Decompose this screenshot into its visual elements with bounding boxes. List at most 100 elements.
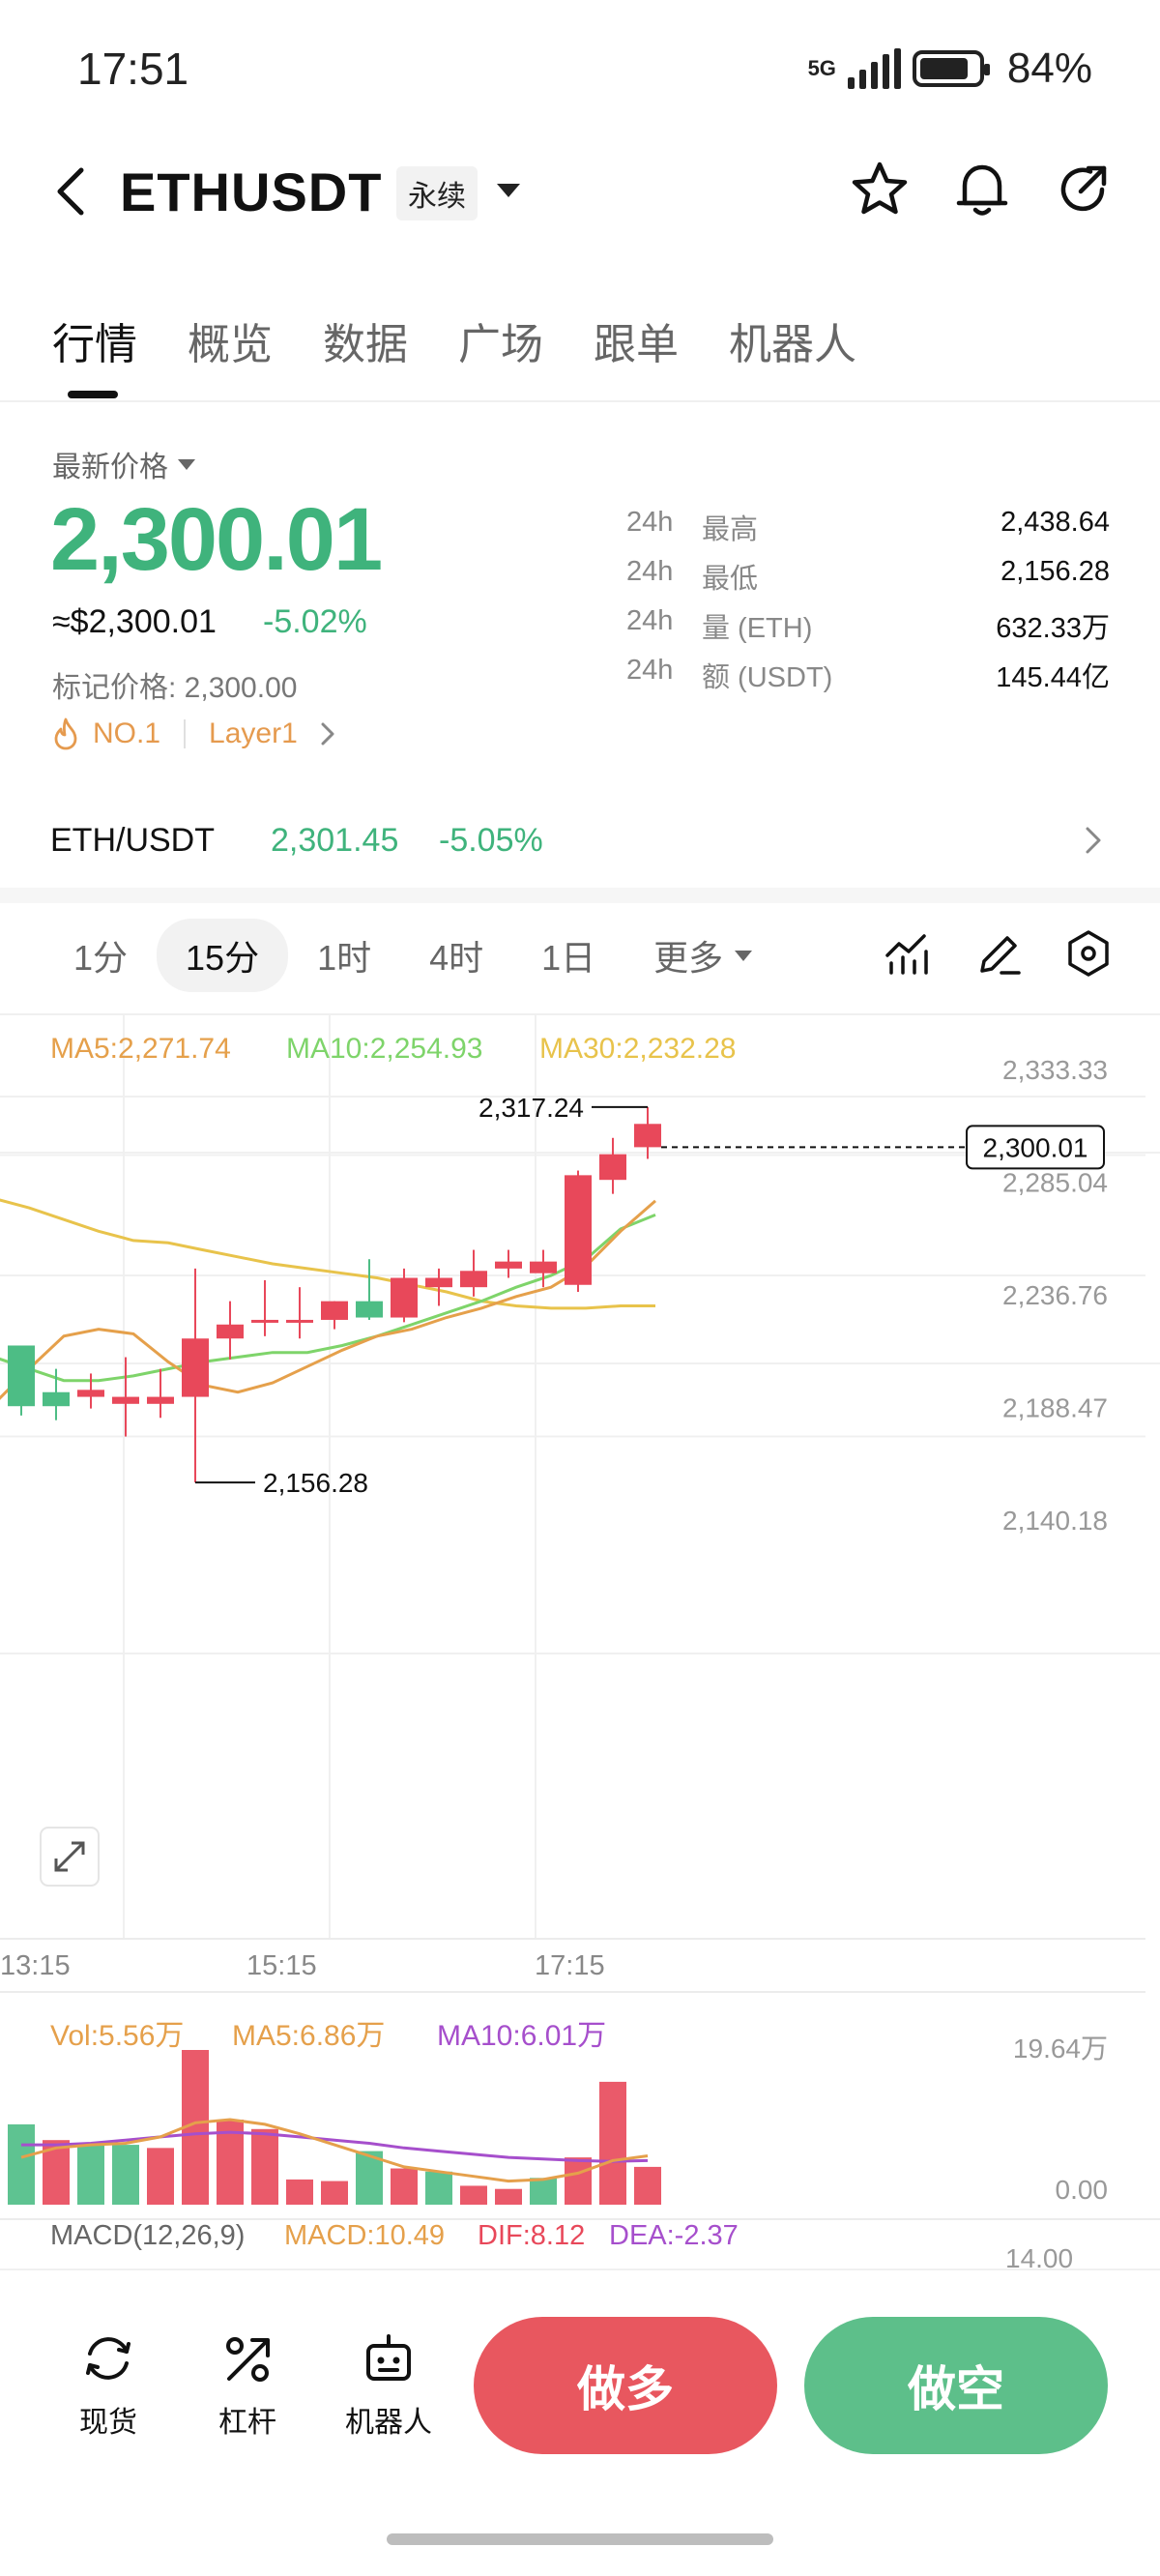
candle	[391, 1268, 418, 1323]
signal-icon	[847, 48, 901, 89]
mark-price: 标记价格: 2,300.00	[52, 672, 298, 704]
stat-label: 最高	[702, 514, 759, 545]
stat-period: 24h	[626, 556, 674, 587]
volume-bar	[286, 2179, 313, 2205]
volume-bar	[495, 2188, 522, 2205]
volume-ma5-value: MA5:6.86万	[232, 2020, 386, 2052]
candle	[599, 1137, 626, 1194]
candle-body	[43, 1391, 70, 1407]
macd-axis-label: 14.00	[1005, 2243, 1074, 2273]
volume-bar	[147, 2148, 174, 2205]
interval-1d[interactable]: 1日	[541, 938, 596, 978]
chevron-right-icon	[321, 722, 334, 746]
candle	[43, 1368, 70, 1420]
nav-margin-label: 杠杆	[218, 2407, 276, 2439]
candle	[460, 1249, 487, 1297]
volume-bar	[112, 2145, 139, 2205]
tab-bot[interactable]: 机器人	[729, 321, 856, 368]
tag-row[interactable]: NO.1 Layer1	[52, 717, 336, 750]
candle-body	[251, 1319, 278, 1323]
stat-label: 量 (ETH)	[702, 613, 813, 644]
nav-margin[interactable]: 杠杆	[189, 2328, 305, 2441]
active-tab-indicator	[68, 391, 118, 398]
open-long-button[interactable]: 做多	[474, 2317, 777, 2454]
candle	[356, 1259, 383, 1320]
ma10-line	[0, 1214, 656, 1383]
volume-bar	[530, 2178, 557, 2205]
battery-icon	[912, 50, 990, 87]
stat-period: 24h	[626, 605, 674, 636]
stat-period: 24h	[626, 655, 674, 686]
tab-data[interactable]: 数据	[323, 321, 408, 368]
stat-period: 24h	[626, 507, 674, 538]
candle-body	[460, 1271, 487, 1288]
interval-more[interactable]: 更多	[624, 919, 781, 992]
candle	[286, 1287, 313, 1339]
favorite-star-icon[interactable]	[849, 159, 911, 220]
volume-bar	[77, 2143, 104, 2205]
latest-price-selector[interactable]: 最新价格	[52, 443, 195, 485]
draw-pencil-icon[interactable]	[972, 926, 1027, 981]
candle-body	[356, 1301, 383, 1318]
share-icon[interactable]	[1052, 159, 1114, 220]
candle	[8, 1345, 35, 1416]
nav-spot[interactable]: 现货	[50, 2328, 166, 2441]
expand-icon[interactable]	[40, 1827, 100, 1887]
candle	[217, 1301, 244, 1360]
volume-bar	[321, 2181, 348, 2205]
open-short-button[interactable]: 做空	[804, 2317, 1108, 2454]
kline-chart[interactable]: 2,317.24 2,156.28 2,300.01 2,333.33 2,285.0…	[0, 1015, 1160, 2272]
divider	[0, 1013, 1160, 1015]
volume-bar	[251, 2128, 278, 2205]
main-tabs: 行情 概览 数据 广场 跟单 机器人	[52, 309, 856, 371]
candle-body	[77, 1390, 104, 1397]
margin-leverage-icon	[226, 2337, 270, 2382]
stat-24h-low: 24h 最低 2,156.28	[626, 556, 1110, 597]
price-axis-label: 2,285.04	[1002, 1168, 1108, 1198]
candle	[77, 1373, 104, 1409]
volume-axis-zero: 0.00	[1056, 2175, 1109, 2205]
settings-icon[interactable]	[1061, 926, 1116, 981]
candle	[425, 1268, 452, 1306]
nav-bot-label: 机器人	[345, 2407, 432, 2439]
interval-1h[interactable]: 1时	[317, 938, 372, 978]
candle	[321, 1301, 348, 1330]
nav-bot[interactable]: 机器人	[331, 2328, 447, 2441]
price-change-percent: -5.02%	[263, 603, 367, 640]
candle-body	[425, 1277, 452, 1288]
contract-type-badge[interactable]: 永续	[396, 166, 478, 220]
stat-24h-turnover: 24h 额 (USDT) 145.44亿	[626, 655, 1110, 695]
back-icon[interactable]	[48, 164, 97, 219]
candle	[112, 1357, 139, 1437]
candle-body	[321, 1301, 348, 1320]
section-divider	[0, 888, 1160, 903]
robot-icon	[366, 2334, 411, 2381]
interval-1m[interactable]: 1分	[73, 938, 129, 978]
contract-dropdown-icon[interactable]	[497, 184, 520, 197]
macd-value: MACD:10.49	[284, 2220, 446, 2251]
volume-bar	[460, 2185, 487, 2205]
alert-bell-icon[interactable]	[951, 159, 1013, 220]
macd-params: MACD(12,26,9)	[50, 2220, 246, 2251]
ma10-value: MA10:2,254.93	[286, 1033, 483, 1065]
tab-overview[interactable]: 概览	[188, 321, 273, 368]
tab-market[interactable]: 行情	[52, 321, 137, 368]
indicator-icon[interactable]	[882, 926, 936, 981]
candle-body	[599, 1154, 626, 1181]
category-tag: Layer1	[209, 717, 298, 749]
stat-label: 最低	[702, 564, 759, 595]
tab-square[interactable]: 广场	[458, 321, 543, 368]
current-price-box	[966, 1125, 1105, 1170]
interval-4h[interactable]: 4时	[429, 938, 484, 978]
volume-bar	[634, 2166, 661, 2205]
spot-pair-name[interactable]: ETH/USDT	[50, 822, 215, 859]
tab-copy-trade[interactable]: 跟单	[594, 321, 679, 368]
stat-24h-high: 24h 最高 2,438.64	[626, 507, 1110, 547]
price-axis-label: 2,333.33	[1002, 1055, 1108, 1085]
candle-body	[112, 1396, 139, 1404]
candle-body	[634, 1124, 661, 1148]
ma30-value: MA30:2,232.28	[539, 1033, 737, 1065]
chevron-right-icon[interactable]	[1083, 824, 1104, 857]
interval-15m[interactable]: 15分	[157, 919, 289, 992]
stat-value: 2,438.64	[1000, 507, 1110, 538]
